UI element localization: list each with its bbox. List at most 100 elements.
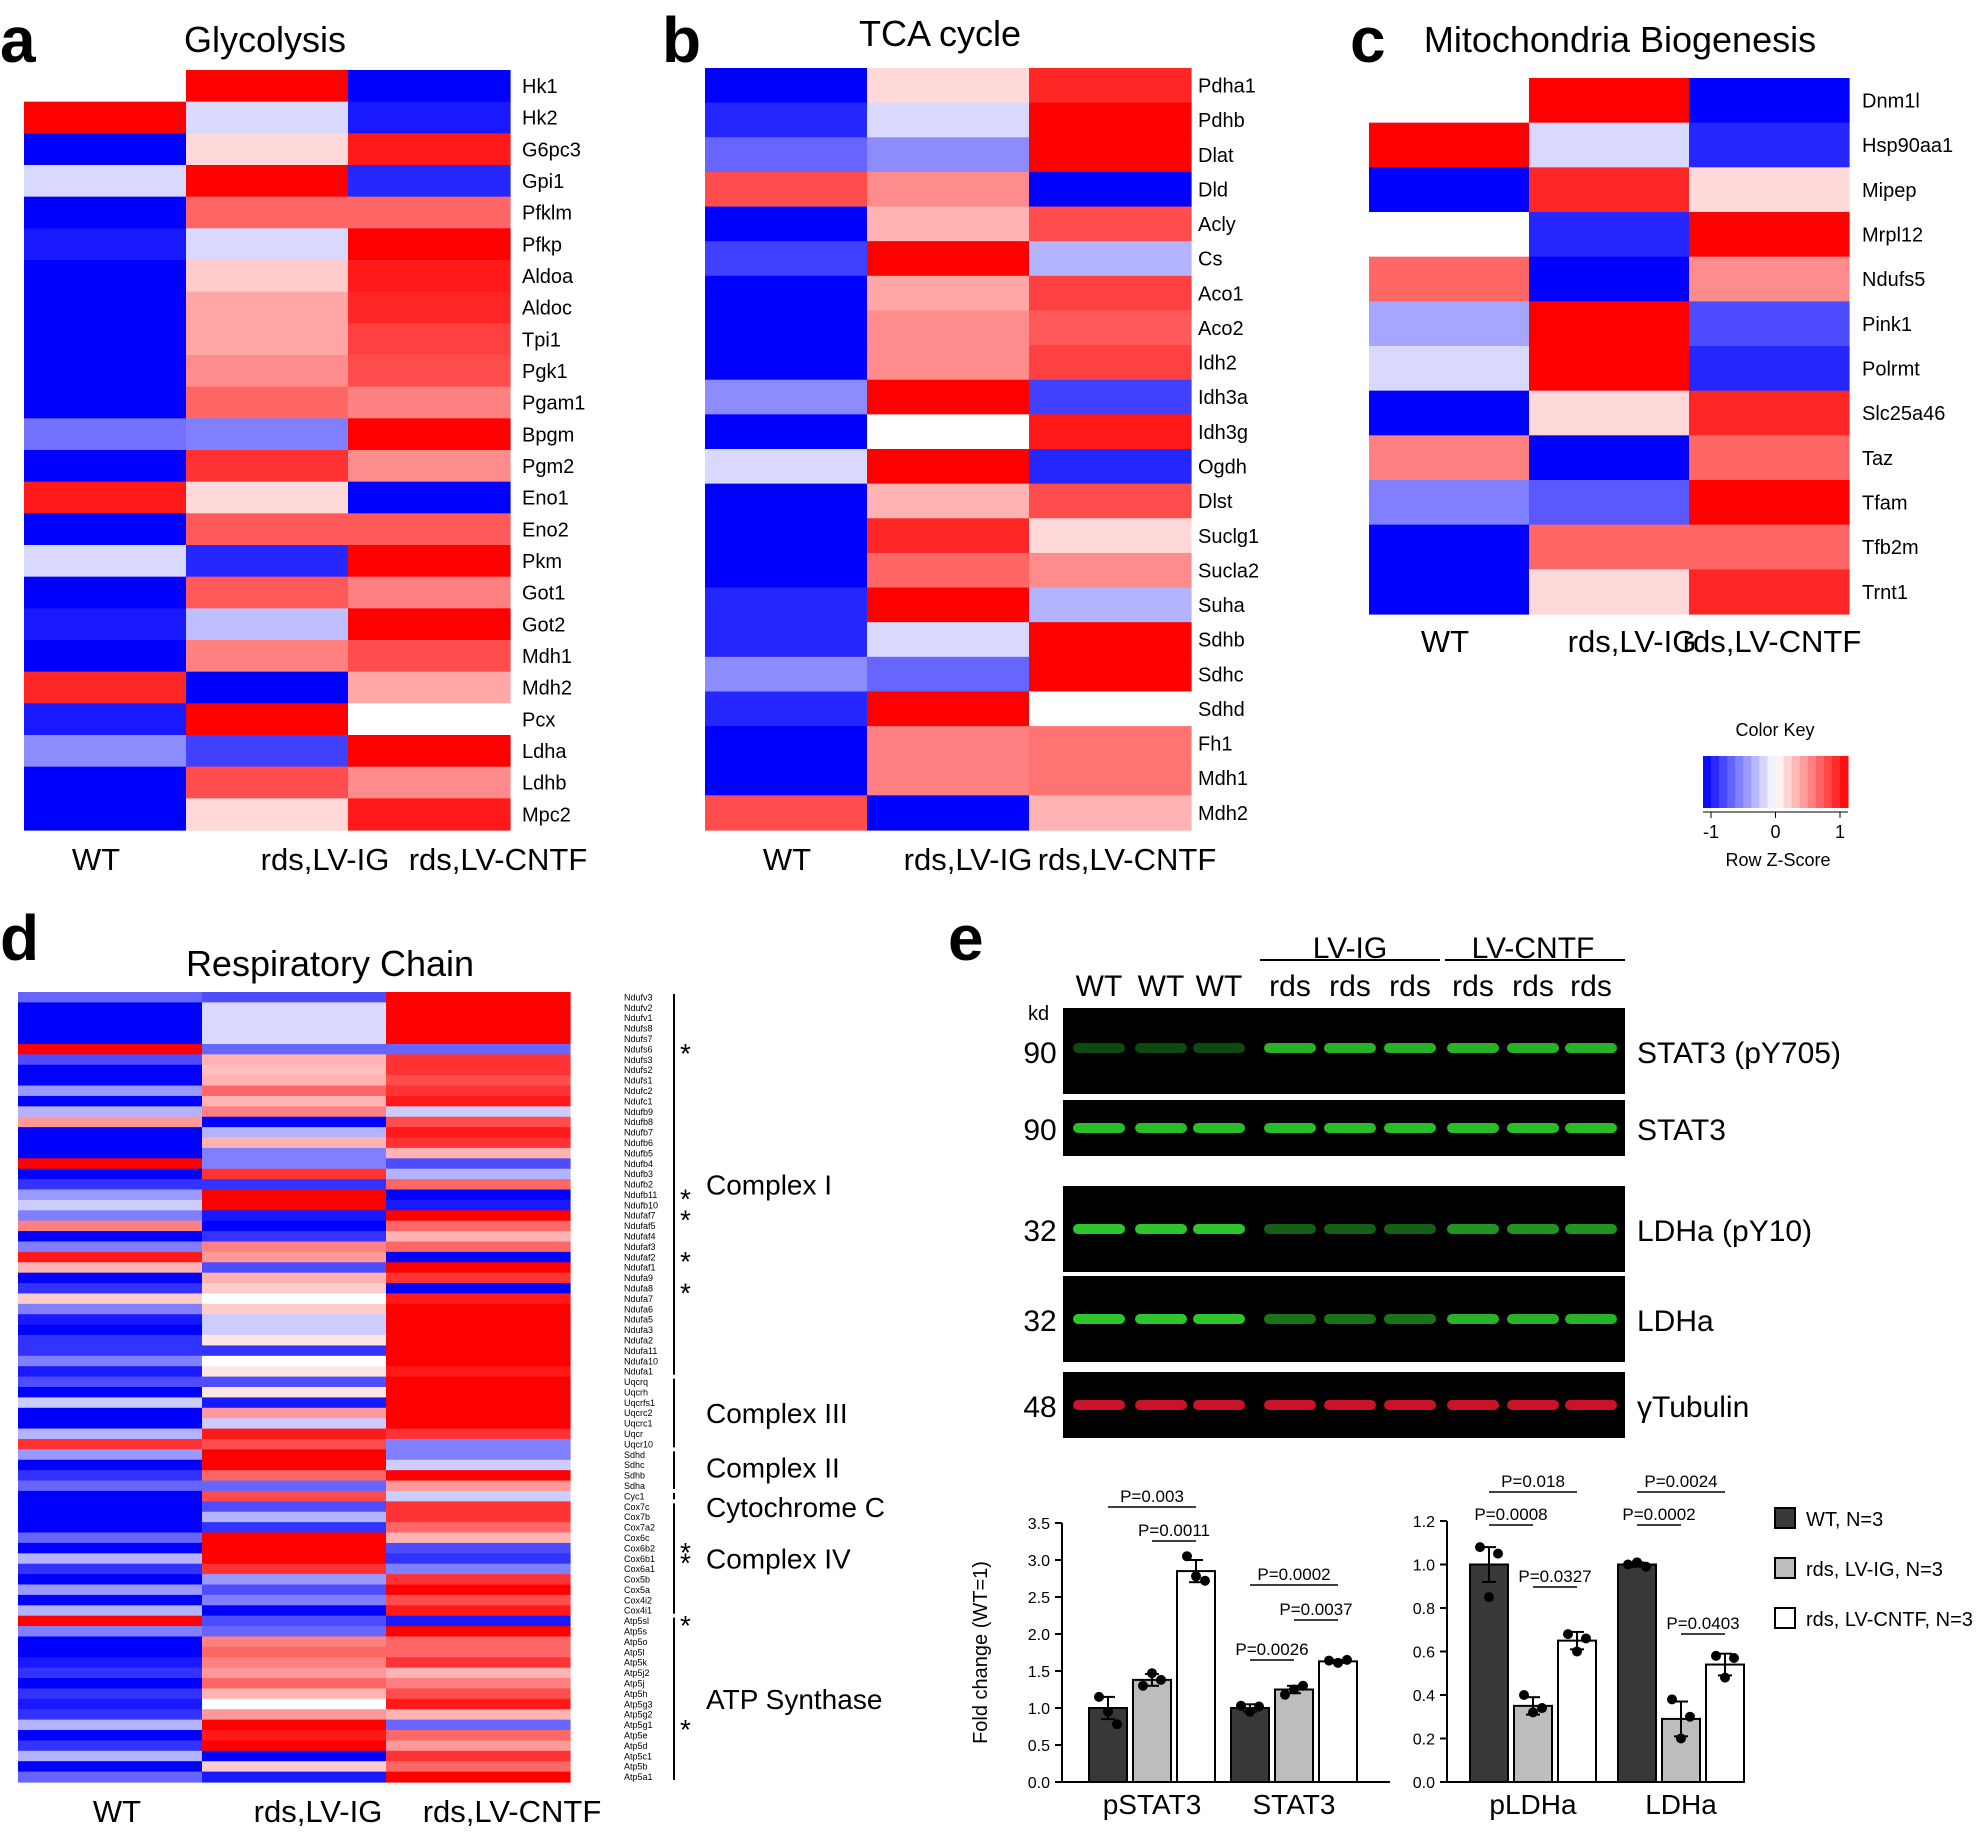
heatmap-cell bbox=[202, 1179, 387, 1191]
data-point bbox=[1236, 1700, 1246, 1711]
heatmap-cell bbox=[18, 1054, 203, 1066]
heatmap-cell bbox=[386, 1407, 571, 1419]
heatmap-cell bbox=[24, 735, 187, 768]
heatmap-cell bbox=[202, 1709, 387, 1721]
gene-label: Pdha1 bbox=[1198, 76, 1256, 98]
heatmap-cell bbox=[18, 1480, 203, 1492]
kd-value: 32 bbox=[1023, 1215, 1056, 1248]
heatmap-cell bbox=[18, 1158, 203, 1170]
heatmap-cell bbox=[202, 1158, 387, 1170]
heatmap-cell bbox=[24, 165, 187, 198]
heatmap-cell bbox=[1689, 212, 1850, 258]
heatmap-cell bbox=[386, 1199, 571, 1211]
heatmap-cell bbox=[186, 481, 349, 514]
heatmap-cell bbox=[18, 1231, 203, 1243]
heatmap-cell bbox=[18, 1106, 203, 1118]
heatmap-cell bbox=[18, 1366, 203, 1378]
p-value: P=0.0002 bbox=[1622, 1505, 1695, 1524]
p-value: P=0.0037 bbox=[1279, 1600, 1352, 1619]
heatmap-cell bbox=[386, 1033, 571, 1045]
data-point bbox=[1298, 1680, 1308, 1691]
heatmap-cell bbox=[24, 576, 187, 609]
heatmap-cell bbox=[202, 1480, 387, 1492]
heatmap-cell bbox=[867, 691, 1030, 727]
gene-label: Got2 bbox=[522, 614, 565, 636]
heatmap-cell bbox=[18, 1397, 203, 1409]
data-point bbox=[1103, 1706, 1113, 1717]
color-key-tick-label: 0 bbox=[1770, 822, 1780, 842]
gene-label: Pfkp bbox=[522, 234, 562, 256]
heatmap-cell bbox=[386, 1740, 571, 1752]
heatmap-cell bbox=[18, 1730, 203, 1742]
gene-label: Eno2 bbox=[522, 519, 569, 541]
gene-label: Cs bbox=[1198, 249, 1222, 271]
heatmap-cell bbox=[867, 760, 1030, 796]
gene-label: Mipep bbox=[1862, 180, 1916, 202]
gene-label: Ndufaf1 bbox=[624, 1263, 656, 1273]
heatmap-cell bbox=[202, 1678, 387, 1690]
gene-label: Idh3g bbox=[1198, 422, 1248, 444]
gene-label: Mdh2 bbox=[522, 678, 572, 700]
heatmap-cell bbox=[1689, 301, 1850, 347]
bar bbox=[1318, 1660, 1358, 1784]
heatmap-cell bbox=[202, 1303, 387, 1315]
heatmap-cell bbox=[186, 291, 349, 324]
gene-label: Ndufaf3 bbox=[624, 1242, 656, 1252]
gene-label: Tpi1 bbox=[522, 329, 561, 351]
gene-label: Idh3a bbox=[1198, 387, 1249, 409]
heatmap-cell bbox=[18, 1262, 203, 1274]
kd-value: 48 bbox=[1023, 1391, 1056, 1424]
data-point bbox=[1581, 1633, 1591, 1644]
heatmap-cell bbox=[18, 1324, 203, 1336]
lane-label: WT bbox=[1138, 970, 1185, 1003]
panel-title-a: Glycolysis bbox=[184, 19, 346, 60]
heatmap-cell bbox=[1369, 256, 1530, 302]
heatmap-cell bbox=[186, 513, 349, 546]
blot-band bbox=[1193, 1400, 1245, 1410]
color-key-swatch bbox=[1799, 756, 1809, 808]
data-point bbox=[1484, 1592, 1494, 1603]
heatmap-cell bbox=[18, 1563, 203, 1575]
column-label: rds,LV-IG bbox=[1568, 624, 1697, 659]
heatmap-cell bbox=[202, 1210, 387, 1222]
blot-band bbox=[1565, 1043, 1617, 1053]
heatmap-cell bbox=[705, 206, 868, 242]
heatmap-cell bbox=[867, 414, 1030, 450]
data-point bbox=[1094, 1691, 1104, 1702]
heatmap-cell bbox=[386, 1480, 571, 1492]
heatmap-cell bbox=[202, 1095, 387, 1107]
data-point bbox=[1667, 1694, 1677, 1705]
blot-band bbox=[1447, 1043, 1499, 1053]
heatmap-cell bbox=[386, 1043, 571, 1055]
blot-band bbox=[1264, 1224, 1316, 1234]
heatmap-cell bbox=[1369, 167, 1530, 213]
heatmap-cell bbox=[386, 1438, 571, 1450]
heatmap-cell bbox=[18, 1407, 203, 1419]
gene-label: Ndufb10 bbox=[624, 1200, 658, 1210]
color-key-title: Color Key bbox=[1735, 720, 1814, 740]
gene-label: Taz bbox=[1862, 448, 1893, 470]
heatmap-cell bbox=[202, 1189, 387, 1201]
data-point bbox=[1729, 1653, 1739, 1664]
gene-label: Atp5g1 bbox=[624, 1720, 653, 1730]
heatmap-cell bbox=[1029, 68, 1192, 104]
gene-label: Ndufs6 bbox=[624, 1044, 653, 1054]
heatmap-cell bbox=[18, 1605, 203, 1617]
heatmap-cell bbox=[202, 1012, 387, 1024]
gene-label: Cox7a2 bbox=[624, 1523, 655, 1533]
heatmap-cell bbox=[186, 196, 349, 229]
data-point bbox=[1720, 1672, 1730, 1683]
blot-band bbox=[1384, 1224, 1436, 1234]
heatmap-cell bbox=[18, 1345, 203, 1357]
heatmap-cell bbox=[24, 133, 187, 166]
heatmap-cell bbox=[386, 1387, 571, 1398]
heatmap-cell bbox=[386, 1064, 571, 1076]
heatmap-cell bbox=[1029, 449, 1192, 485]
heatmap-cell bbox=[202, 1324, 387, 1336]
heatmap-cell bbox=[18, 1438, 203, 1450]
heatmap-cell bbox=[1029, 587, 1192, 623]
heatmap-cell bbox=[18, 1023, 203, 1035]
heatmap-cell bbox=[386, 1667, 571, 1679]
